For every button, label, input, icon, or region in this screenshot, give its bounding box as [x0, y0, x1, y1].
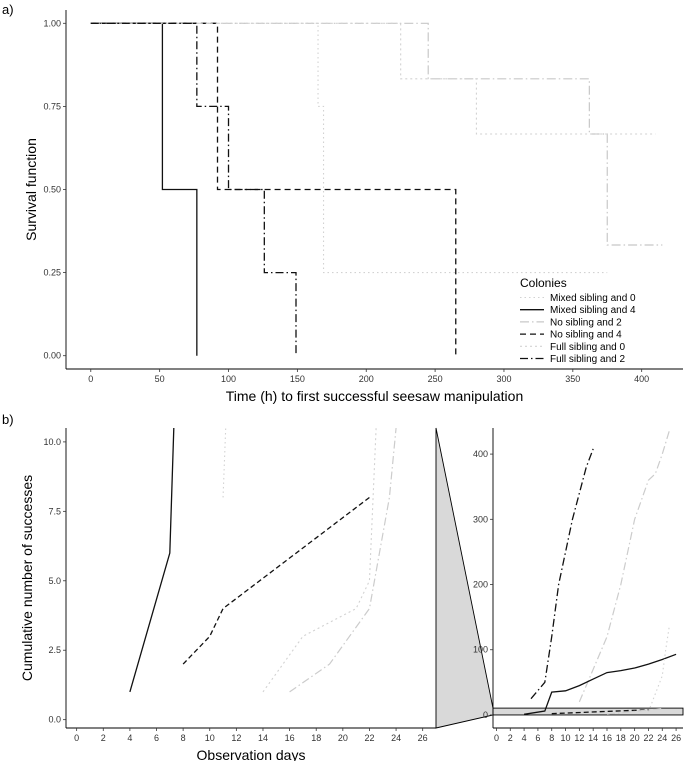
x-tick-label: 26 [671, 733, 681, 743]
y-tick-label: 2.5 [48, 645, 61, 655]
series-line-full-sibling-and-2 [530, 448, 594, 700]
legend-label-mixed-sibling-and-4: Mixed sibling and 4 [550, 305, 636, 316]
x-tick-label: 26 [418, 733, 428, 743]
legend-label-full-sibling-and-0: Full sibling and 0 [550, 342, 625, 353]
series-line-no-sibling-and-2 [90, 22, 663, 246]
legend-label-full-sibling-and-2: Full sibling and 2 [550, 354, 625, 365]
legend-label-mixed-sibling-and-0: Mixed sibling and 0 [550, 293, 636, 304]
x-tick-label: 18 [616, 733, 626, 743]
legend-label-no-sibling-and-2: No sibling and 2 [550, 317, 622, 328]
x-tick-label: 18 [311, 733, 321, 743]
series-line-mixed-sibling-and-4 [90, 22, 198, 356]
y-tick-label: 5.0 [48, 576, 61, 586]
series-line-mixed-sibling-and-0 [222, 428, 227, 498]
y-tick-label: 10.0 [43, 437, 61, 447]
x-tick-label: 350 [565, 374, 580, 384]
y-axis-label: Cumulative number of successes [19, 475, 35, 681]
x-tick-label: 24 [657, 733, 667, 743]
y-tick-label: 0 [483, 710, 488, 720]
x-tick-label: 10 [205, 733, 215, 743]
x-tick-label: 12 [231, 733, 241, 743]
series-line-mixed-sibling-and-4 [129, 428, 175, 693]
series-line-full-sibling-and-0 [90, 22, 656, 135]
x-tick-label: 400 [634, 374, 649, 384]
y-tick-label: 200 [473, 580, 488, 590]
series-line-full-sibling-and-0 [262, 428, 377, 693]
x-tick-label: 150 [290, 374, 305, 384]
x-tick-label: 8 [181, 733, 186, 743]
y-tick-label: 300 [473, 514, 488, 524]
x-tick-label: 250 [428, 374, 443, 384]
series-line-mixed-sibling-and-4 [523, 653, 677, 715]
x-tick-label: 16 [285, 733, 295, 743]
x-tick-label: 4 [127, 733, 132, 743]
x-axis-label: Time (h) to first successful seesaw mani… [226, 388, 523, 404]
panel-a-label: a) [2, 2, 14, 17]
x-tick-label: 2 [508, 733, 513, 743]
x-tick-label: 0 [494, 733, 499, 743]
x-tick-label: 2 [101, 733, 106, 743]
x-tick-label: 24 [391, 733, 401, 743]
zoom-connector [435, 427, 494, 729]
x-tick-label: 22 [364, 733, 374, 743]
series-line-no-sibling-and-2 [289, 428, 397, 693]
y-tick-label: 0.0 [48, 715, 61, 725]
series-line-mixed-sibling-and-0 [90, 22, 608, 274]
series-line-no-sibling-and-4 [182, 496, 370, 665]
x-axis-label: Observation days [197, 747, 306, 761]
x-tick-label: 16 [602, 733, 612, 743]
series-line-no-sibling-and-2 [606, 707, 663, 715]
x-tick-label: 22 [643, 733, 653, 743]
series-line-no-sibling-and-4 [90, 22, 457, 356]
y-tick-label: 7.5 [48, 506, 61, 516]
y-tick-label: 1.00 [43, 18, 61, 28]
x-tick-label: 6 [535, 733, 540, 743]
x-tick-label: 200 [359, 374, 374, 384]
legend-label-no-sibling-and-4: No sibling and 4 [550, 330, 622, 341]
y-tick-label: 0.75 [43, 101, 61, 111]
y-tick-label: 0.50 [43, 185, 61, 195]
legend-title: Colonies [520, 276, 567, 290]
x-tick-label: 20 [630, 733, 640, 743]
x-tick-label: 50 [155, 374, 165, 384]
y-tick-label: 100 [473, 645, 488, 655]
panel-b-label: b) [2, 412, 14, 427]
y-tick-label: 0.25 [43, 268, 61, 278]
cumulative-chart: 0 2 4 6 8 10 12 14 16 18 20 22 24 260.02.55.07.510.0O… [19, 428, 436, 761]
series-line-mixed-sibling-and-0 [647, 626, 670, 712]
x-tick-label: 4 [522, 733, 527, 743]
x-tick-label: 6 [154, 733, 159, 743]
x-tick-label: 14 [588, 733, 598, 743]
y-axis-label: Survival function [23, 138, 39, 241]
x-tick-label: 0 [88, 374, 93, 384]
y-tick-label: 400 [473, 449, 488, 459]
x-tick-label: 20 [338, 733, 348, 743]
series-line-full-sibling-and-0 [578, 431, 670, 703]
survival-chart: 0 50 100 150 200 250 300 350 400 0.00 0.25 0.50 0.75… [23, 10, 683, 404]
y-tick-label: 0.00 [43, 351, 61, 361]
x-tick-label: 0 [74, 733, 79, 743]
series-line-no-sibling-and-4 [551, 709, 649, 715]
x-tick-label: 300 [496, 374, 511, 384]
x-tick-label: 14 [258, 733, 268, 743]
x-tick-label: 100 [221, 374, 236, 384]
x-tick-label: 12 [574, 733, 584, 743]
x-tick-label: 10 [561, 733, 571, 743]
x-tick-label: 8 [549, 733, 554, 743]
